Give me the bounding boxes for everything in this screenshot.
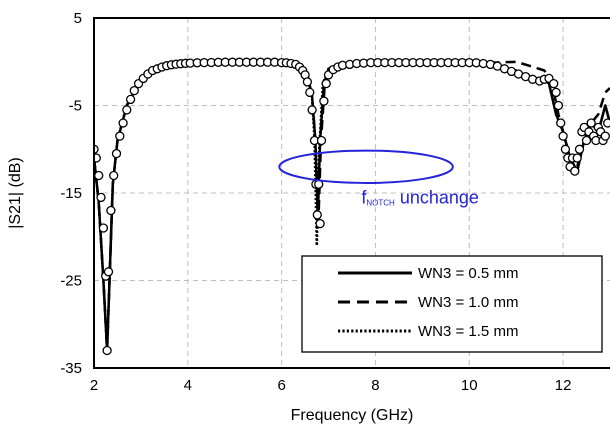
x-tick-label: 8: [371, 377, 379, 394]
x-axis-label: Frequency (GHz): [291, 407, 414, 424]
marker-point: [570, 166, 580, 176]
y-tick-label: -5: [69, 98, 82, 115]
marker-point: [586, 118, 596, 128]
marker-point: [94, 153, 101, 163]
marker-point: [600, 131, 610, 141]
marker-point: [574, 144, 585, 154]
legend-label: WN3 = 1.0 mm: [418, 294, 518, 311]
tick-labels: 2 4 6 8 10 12 5 -5 -15 -25 -35: [60, 10, 571, 394]
legend-label: WN3 = 0.5 mm: [418, 265, 518, 282]
marker-point: [572, 153, 582, 163]
marker-point: [111, 148, 122, 159]
marker-point: [321, 78, 331, 89]
legend-label: WN3 = 1.5 mm: [418, 323, 518, 340]
x-tick-label: 10: [461, 377, 478, 394]
plot-frame: [93, 17, 610, 369]
marker-point: [312, 210, 322, 220]
marker-point: [316, 135, 327, 146]
grid: [94, 18, 610, 368]
marker-point: [109, 170, 119, 181]
marker-point: [556, 118, 566, 128]
marker-point: [103, 267, 114, 277]
marker-point: [560, 144, 571, 154]
marker-point: [106, 205, 116, 216]
marker-point: [305, 87, 315, 98]
marker-point: [307, 105, 317, 115]
marker-point: [603, 118, 610, 128]
marker-point: [319, 96, 329, 106]
x-tick-label: 4: [184, 377, 192, 394]
marker-point: [115, 131, 125, 141]
marker-point: [118, 118, 128, 128]
marker-point: [122, 105, 132, 115]
x-tick-label: 6: [277, 377, 285, 394]
y-tick-label: -25: [60, 273, 82, 290]
marker-point: [551, 87, 561, 98]
marker-point: [94, 170, 104, 181]
y-axis-label: |S21| (dB): [7, 157, 24, 228]
marker-point: [129, 85, 139, 96]
marker-point: [553, 100, 564, 111]
notch-ellipse: [278, 149, 454, 184]
marker-point: [96, 192, 106, 203]
legend: WN3 = 0.5 mm WN3 = 1.0 mm WN3 = 1.5 mm: [301, 255, 603, 353]
marker-point: [302, 77, 313, 87]
marker-point: [315, 218, 325, 229]
y-tick-label: -15: [60, 185, 82, 202]
marker-point: [98, 223, 109, 233]
notch-annotation: fNOTCH unchange: [278, 149, 479, 207]
y-tick-label: 5: [74, 10, 82, 27]
marker-points: [94, 57, 610, 356]
y-tick-label: -35: [60, 360, 82, 377]
notch-label: fNOTCH unchange: [361, 187, 479, 207]
marker-point: [549, 78, 559, 89]
marker-point: [581, 135, 592, 146]
x-tick-label: 12: [555, 377, 572, 394]
marker-point: [558, 131, 568, 141]
marker-point: [102, 345, 112, 356]
marker-point: [125, 94, 136, 105]
x-tick-label: 2: [90, 377, 98, 394]
